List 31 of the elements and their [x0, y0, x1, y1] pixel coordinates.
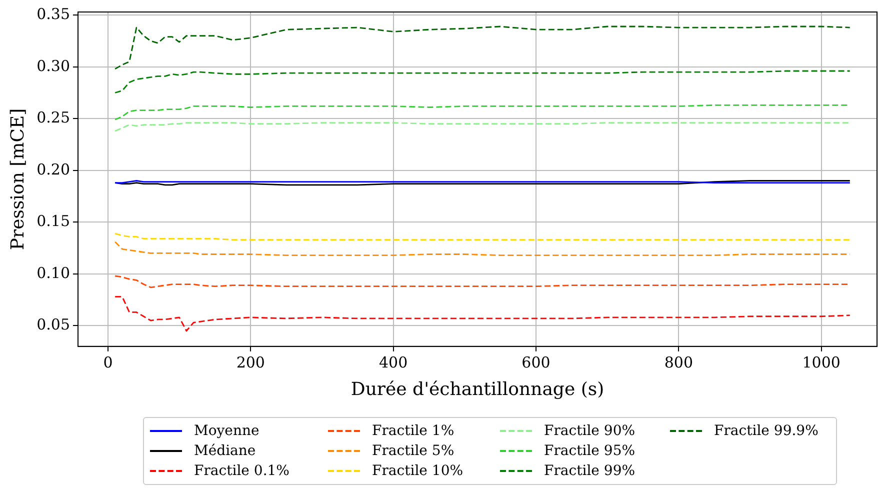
- line-series: [114, 241, 851, 256]
- y-axis-title: Pression [mCE]: [7, 108, 28, 250]
- x-axis-title: Durée d'échantillonnage (s): [350, 378, 604, 400]
- legend-label: Fractile 99.9%: [714, 423, 818, 439]
- y-tick-label: 0.10: [36, 264, 70, 282]
- x-tick-label: 600: [522, 353, 550, 372]
- legend-label: Moyenne: [194, 423, 260, 439]
- legend-label: Fractile 99%: [544, 463, 636, 479]
- legend-label: Médiane: [194, 443, 256, 459]
- line-series: [114, 232, 851, 240]
- y-tick-label: 0.30: [36, 56, 70, 75]
- legend-label: Fractile 0.1%: [194, 463, 290, 479]
- legend-label: Fractile 10%: [372, 463, 464, 479]
- y-tick-label: 0.20: [36, 160, 70, 178]
- legend-label: Fractile 1%: [372, 423, 454, 439]
- line-series: [114, 122, 851, 132]
- legend-label: Fractile 90%: [544, 423, 636, 439]
- x-tick-label: 0: [103, 353, 113, 372]
- y-tick-label: 0.05: [36, 316, 70, 334]
- x-tick-label: 1000: [802, 353, 840, 372]
- y-tick-label: 0.25: [36, 108, 70, 127]
- line-series: [114, 70, 851, 94]
- y-tick-label: 0.15: [36, 212, 70, 230]
- line-series: [114, 296, 851, 332]
- x-tick-label: 400: [379, 353, 408, 372]
- x-tick-label: 800: [664, 353, 693, 372]
- x-tick-label: 200: [236, 353, 265, 372]
- line-series: [114, 26, 851, 70]
- legend-label: Fractile 5%: [372, 443, 454, 459]
- legend-label: Fractile 95%: [544, 443, 636, 459]
- y-tick-label: 0.35: [36, 4, 70, 23]
